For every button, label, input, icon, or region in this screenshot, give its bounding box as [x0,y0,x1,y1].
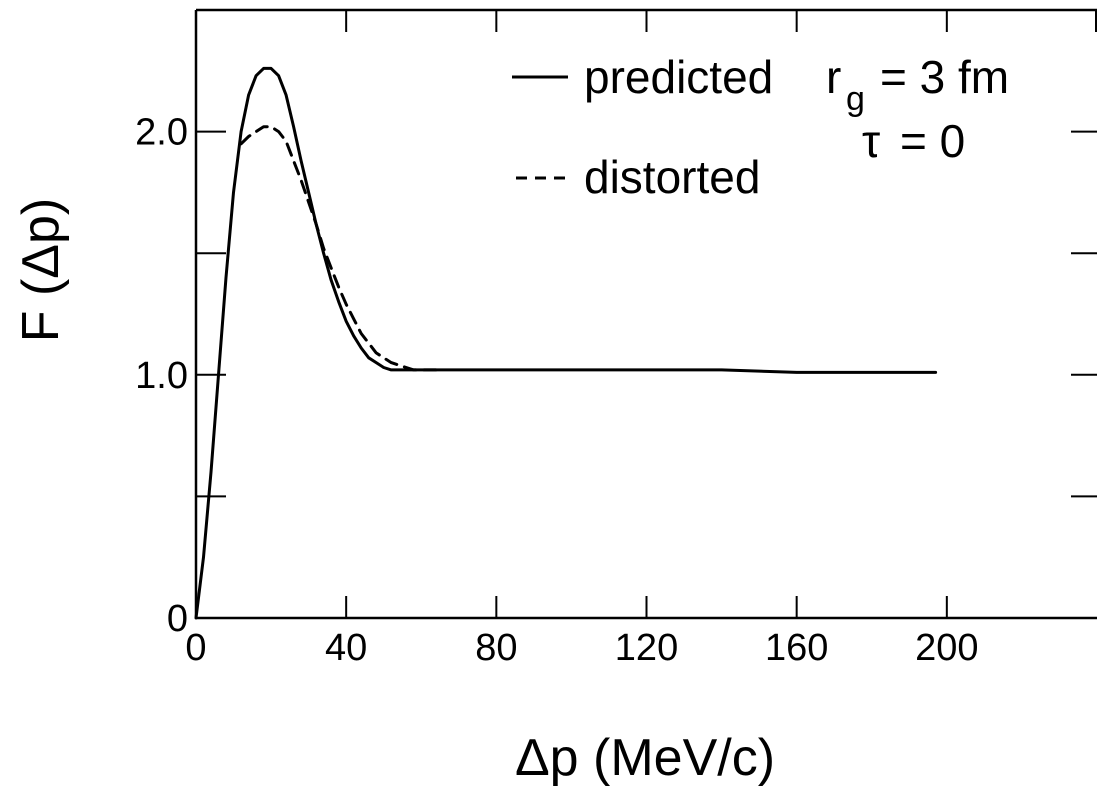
rg-value: = 3 fm [880,51,1009,103]
legend-predicted-label: predicted [584,51,773,103]
y-tick-label: 0 [167,598,188,640]
series-predicted-line [194,66,938,620]
tau-symbol: τ [862,115,880,167]
axis-ticks [195,10,1097,619]
rg-subscript: g [846,80,865,118]
tau-value: = 0 [900,115,965,167]
x-tick-label: 80 [475,627,517,669]
legend: predicted distorted [512,51,773,203]
parameter-annotation: r g = 3 fm τ = 0 [826,51,1009,167]
tick-labels: 0 40 80 120 160 200 0 1.0 2.0 [135,112,978,669]
x-tick-label: 0 [185,627,206,669]
y-axis-title: F (Δp) [12,198,70,343]
x-tick-label: 40 [325,627,367,669]
x-tick-label: 200 [915,627,978,669]
series-distorted-line [239,125,446,372]
x-tick-label: 120 [615,627,678,669]
y-tick-label: 1.0 [135,355,188,397]
x-tick-label: 160 [765,627,828,669]
legend-distorted-label: distorted [584,151,760,203]
y-tick-label: 2.0 [135,112,188,154]
rg-symbol: r [826,51,841,103]
x-axis-title: Δp (MeV/c) [515,729,775,787]
series-lines [194,66,938,620]
